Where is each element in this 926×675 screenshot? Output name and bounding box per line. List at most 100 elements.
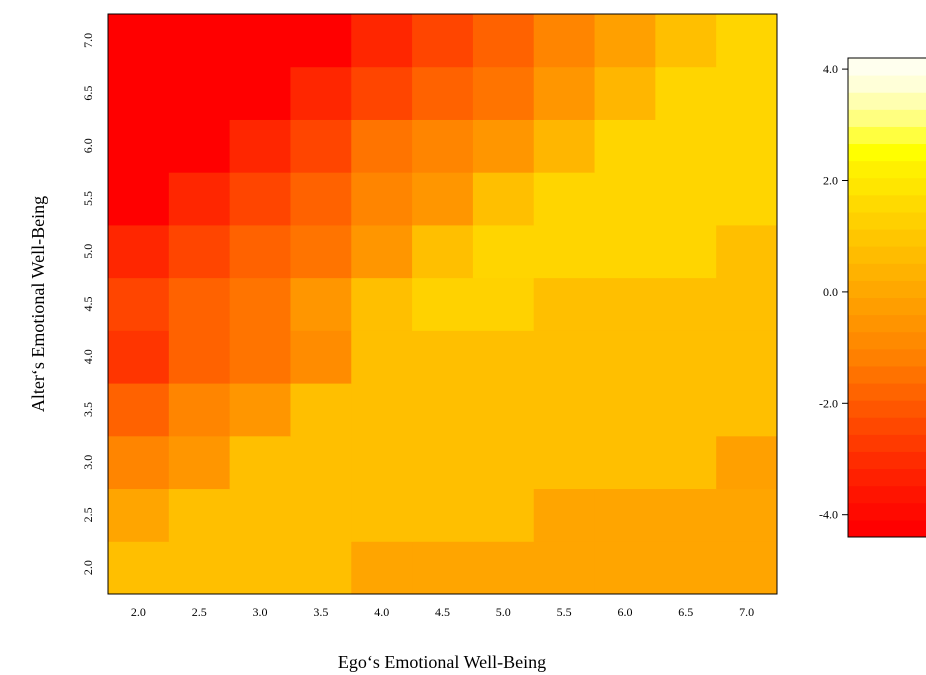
colorbar-band [848, 468, 926, 487]
colorbar-band [848, 348, 926, 367]
y-axis-title: Alter‘s Emotional Well-Being [28, 196, 48, 412]
y-tick-label: 4.5 [81, 297, 95, 312]
heatmap-cell [594, 277, 656, 331]
colorbar [847, 57, 926, 538]
heatmap-cell [168, 66, 231, 120]
heatmap-cell [412, 541, 474, 595]
heatmap-cell [533, 541, 596, 595]
heatmap-cell [229, 488, 291, 542]
heatmap-cell [412, 277, 474, 331]
colorbar-band [848, 126, 926, 145]
heatmap-cell [472, 119, 535, 173]
heatmap-cell [412, 119, 474, 173]
heatmap-cell [472, 435, 535, 490]
heatmap-cell [533, 14, 596, 68]
y-tick-label: 2.0 [81, 560, 95, 575]
heatmap-cell [290, 488, 352, 542]
heatmap-cell [716, 541, 778, 595]
colorbar-tick-label: -2.0 [819, 396, 838, 410]
heatmap-cell [655, 383, 717, 437]
colorbar-band [848, 297, 926, 316]
y-tick-label: 5.5 [81, 191, 95, 206]
colorbar-band [848, 365, 926, 384]
colorbar-band [848, 485, 926, 504]
heatmap-cell [351, 277, 413, 331]
heatmap-cell [533, 224, 596, 279]
colorbar-tick-label: 0.0 [823, 285, 838, 299]
heatmap-cell [351, 66, 413, 120]
heatmap-cell [108, 435, 170, 490]
heatmap-cell [168, 541, 231, 595]
colorbar-band [848, 229, 926, 247]
heatmap-cell [351, 383, 413, 437]
heatmap-cell [168, 14, 231, 68]
heatmap-cell [533, 435, 596, 490]
colorbar-band [848, 417, 926, 435]
heatmap-cell [290, 172, 352, 226]
y-tick-label: 4.0 [81, 349, 95, 364]
heatmap-cell [229, 119, 291, 173]
heatmap-cell [716, 119, 778, 173]
x-tick-label: 2.5 [192, 605, 207, 619]
heatmap-cell [412, 383, 474, 437]
heatmap-cell [533, 330, 596, 384]
heatmap-cell [655, 435, 717, 490]
x-tick-label: 2.0 [131, 605, 146, 619]
heatmap-cell [229, 66, 291, 120]
x-axis-ticks: 2.0 2.5 3.0 3.5 4.0 4.5 5.0 5.5 6.0 6.5 7.0 [131, 605, 754, 619]
colorbar-ticks: 4.0 2.0 0.0 -2.0 -4.0 [819, 62, 848, 522]
colorbar-band [848, 177, 926, 196]
heatmap-cell [168, 488, 231, 542]
heatmap-cell [351, 541, 413, 595]
heatmap-cell [290, 383, 352, 437]
heatmap-cell [472, 172, 535, 226]
heatmap-cell [655, 119, 717, 173]
heatmap-cell [472, 330, 535, 384]
heatmap-cell [533, 119, 596, 173]
heatmap-cell [716, 330, 778, 384]
heatmap-cell [229, 277, 291, 331]
x-tick-label: 3.0 [253, 605, 268, 619]
heatmap-cell [594, 435, 656, 490]
colorbar-tick-label: 2.0 [823, 174, 838, 188]
heatmap-cell [533, 172, 596, 226]
colorbar-band [848, 434, 926, 452]
heatmap-cell [533, 383, 596, 437]
colorbar-band [848, 383, 926, 401]
heatmap-cell [655, 541, 717, 595]
colorbar-tick-label: 4.0 [823, 62, 838, 76]
y-tick-label: 6.5 [81, 86, 95, 101]
heatmap-cells [108, 14, 778, 595]
colorbar-band [848, 211, 926, 230]
heatmap-cell [594, 119, 656, 173]
y-axis-ticks: 2.0 2.5 3.0 3.5 4.0 4.5 5.0 5.5 6.0 6.5 7.0 [81, 33, 95, 575]
y-tick-label: 2.5 [81, 507, 95, 522]
heatmap-cell [290, 224, 352, 279]
heatmap-cell [108, 541, 170, 595]
heatmap-cell [412, 14, 474, 68]
colorbar-band [848, 92, 926, 110]
x-tick-label: 5.5 [557, 605, 572, 619]
colorbar-band [848, 331, 926, 350]
colorbar-band [848, 280, 926, 298]
heatmap-cell [655, 66, 717, 120]
heatmap-cell [168, 435, 231, 490]
heatmap-cell [716, 435, 778, 490]
x-tick-label: 6.5 [678, 605, 693, 619]
heatmap-cell [716, 172, 778, 226]
heatmap-cell [108, 66, 170, 120]
heatmap-cell [351, 119, 413, 173]
heatmap-cell [655, 488, 717, 542]
heatmap-cell [716, 277, 778, 331]
heatmap-cell [412, 435, 474, 490]
heatmap-cell [351, 435, 413, 490]
y-tick-label: 7.0 [81, 33, 95, 48]
colorbar-band [848, 246, 926, 264]
y-tick-label: 3.0 [81, 455, 95, 470]
heatmap-cell [290, 277, 352, 331]
heatmap-cell [290, 14, 352, 68]
heatmap-cell [472, 66, 535, 120]
heatmap-cell [290, 541, 352, 595]
x-tick-label: 3.5 [313, 605, 328, 619]
heatmap-cell [594, 383, 656, 437]
